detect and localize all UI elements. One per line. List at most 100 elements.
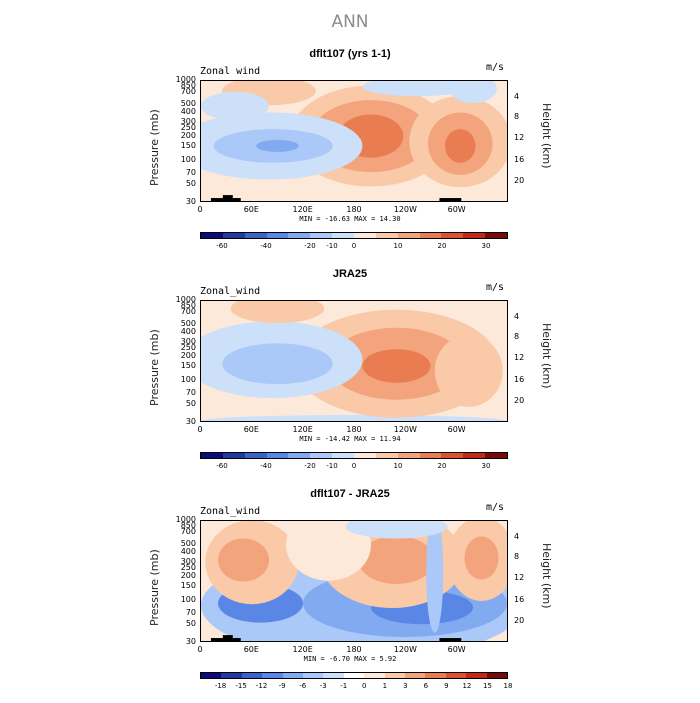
pressure-tick-label: 1000	[175, 515, 196, 524]
page-title: ANN	[331, 12, 369, 32]
colorbar-label: 15	[482, 682, 492, 690]
longitude-tick-label: 60E	[243, 645, 259, 654]
colorbar-segment	[364, 673, 385, 678]
colorbar-segment	[466, 673, 487, 678]
colorbar-label: 9	[444, 682, 449, 690]
colorbar-label: 3	[403, 682, 408, 690]
pressure-tick-label: 850	[180, 520, 196, 530]
longitude-tick-label: 60W	[447, 645, 466, 654]
colorbar-label: -6	[299, 682, 307, 690]
colorbar-segment	[310, 453, 333, 458]
colorbar-label: 6	[423, 682, 429, 690]
height-tick-label: 16	[514, 375, 525, 385]
height-tick-label: 4	[514, 531, 520, 541]
pressure-tick-label: 700	[180, 307, 196, 317]
height-tick-label: 4	[514, 311, 520, 321]
colorbar-segment	[221, 673, 242, 678]
height-tick-label: 4	[514, 91, 520, 101]
contour-region	[222, 343, 333, 385]
colorbar-segment	[262, 673, 283, 678]
pressure-tick-label: 850	[180, 80, 196, 90]
colorbar-segment	[332, 453, 355, 458]
height-tick-label: 16	[514, 155, 525, 165]
pressure-tick-label: 400	[180, 546, 196, 556]
pressure-tick-label: 200	[180, 130, 196, 140]
colorbar-segment	[354, 453, 376, 458]
longitude-tick-label: 120E	[292, 425, 313, 434]
colorbar-segment	[397, 233, 420, 238]
longitude-tick-label: 180	[346, 425, 362, 434]
longitude-tick-label: 180	[346, 645, 362, 654]
pressure-tick-label: 1000	[175, 75, 196, 84]
colorbar-label: -60	[216, 462, 228, 470]
min-max-readout: MIN = -6.70 MAX = 5.92	[303, 655, 397, 663]
topography	[439, 638, 462, 641]
height-tick-label: 16	[514, 595, 525, 605]
y-axis-title: Pressure (mb)	[148, 549, 161, 626]
height-tick-label: 8	[514, 331, 520, 341]
colorbar-segment	[463, 233, 486, 238]
contour-plot	[200, 80, 508, 202]
colorbar-segment	[405, 673, 426, 678]
colorbar	[200, 672, 508, 679]
colorbar-segment	[445, 673, 467, 678]
pressure-tick-label: 30	[185, 637, 196, 646]
colorbar-segment	[463, 453, 486, 458]
contour-plot	[200, 300, 508, 422]
pressure-tick-label: 150	[180, 361, 196, 370]
colorbar-segment	[303, 673, 324, 678]
contour-region	[230, 301, 325, 324]
colorbar	[200, 452, 508, 459]
colorbar-segment	[485, 233, 508, 238]
topography	[222, 635, 233, 641]
panel-3: dflt107 - JRA25 Zonal_wind m/s 30 50 70 100 150…	[0, 488, 700, 703]
pressure-tick-label: 500	[180, 319, 196, 329]
panel-title: JRA25	[332, 268, 368, 280]
colorbar-label: 20	[437, 462, 447, 470]
variable-label: Zonal_wind	[200, 286, 261, 297]
height-tick-label: 20	[514, 615, 525, 625]
colorbar-segment	[332, 233, 355, 238]
colorbar-segment	[486, 673, 508, 678]
contour-region	[358, 535, 435, 584]
colorbar-label: 0	[351, 462, 357, 470]
pressure-tick-label: 100	[180, 595, 196, 605]
contour-region	[286, 521, 371, 581]
contour-region	[218, 538, 269, 582]
height-tick-label: 12	[514, 132, 525, 142]
colorbar-segment	[241, 673, 263, 678]
colorbar-segment	[282, 673, 304, 678]
height-tick-label: 8	[514, 111, 520, 121]
colorbar-segment	[384, 673, 406, 678]
colorbar-label: 12	[462, 682, 472, 690]
colorbar-label: -12	[255, 682, 268, 690]
panel-1: dflt107 (yrs 1-1) Zonal wind m/s 30 50 70 100 1…	[0, 48, 700, 263]
colorbar-label: -18	[214, 682, 227, 690]
pressure-tick-label: 700	[180, 527, 196, 537]
variable-label: Zonal_wind	[200, 506, 261, 517]
pressure-tick-label: 50	[185, 399, 196, 409]
pressure-tick-label: 300	[180, 556, 196, 566]
longitude-tick-label: 0	[197, 205, 203, 214]
topography	[222, 195, 233, 201]
colorbar-segment	[201, 233, 223, 238]
min-max-readout: MIN = -14.42 MAX = 11.94	[299, 435, 401, 443]
height-tick-label: 8	[514, 551, 520, 561]
pressure-tick-label: 70	[185, 607, 196, 617]
colorbar-segment	[375, 233, 398, 238]
colorbar-label: 1	[382, 682, 388, 690]
pressure-tick-label: 250	[180, 343, 196, 353]
contour-region	[449, 81, 497, 104]
colorbar-segment	[266, 453, 289, 458]
colorbar-label: 0	[351, 242, 357, 250]
colorbar-segment	[375, 453, 398, 458]
colorbar-label: -40	[260, 462, 272, 470]
pressure-tick-label: 400	[180, 326, 196, 336]
contour-region	[362, 81, 473, 97]
pressure-tick-label: 50	[185, 619, 196, 629]
colorbar-label: 30	[481, 462, 491, 470]
colorbar-segment	[323, 673, 344, 678]
height-tick-label: 12	[514, 572, 525, 582]
pressure-tick-label: 400	[180, 106, 196, 116]
colorbar-segment	[419, 453, 442, 458]
